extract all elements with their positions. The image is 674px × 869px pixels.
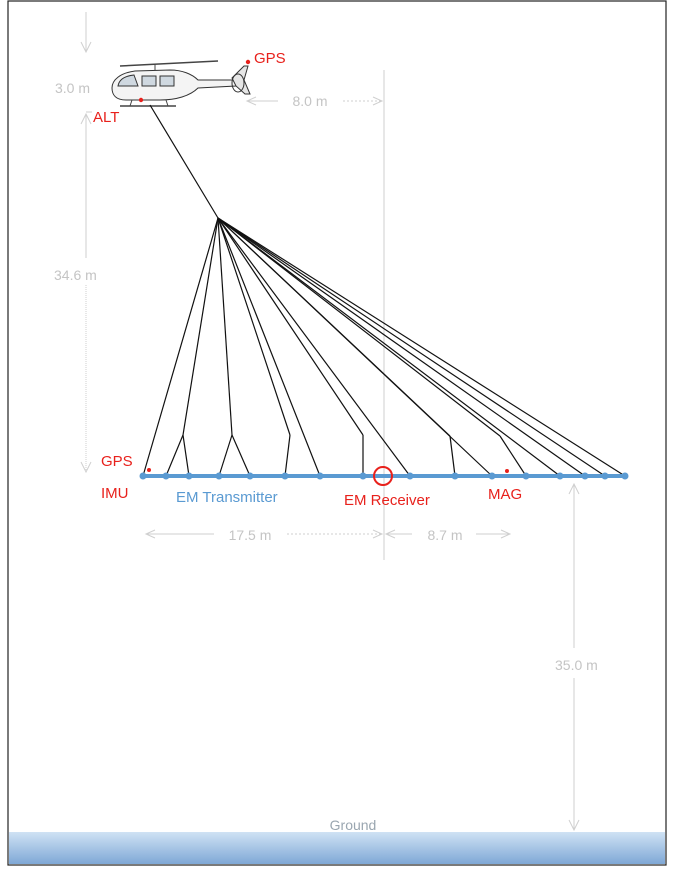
tow-cable <box>149 104 219 219</box>
antenna-height-label: 3.0 m <box>55 80 90 96</box>
ground-clearance-label: 35.0 m <box>555 657 598 673</box>
gps-receiver-offset-label: 8.0 m <box>292 93 327 109</box>
diagram-frame <box>7 0 667 866</box>
tow-length-dimension <box>80 112 92 474</box>
tow-length-label: 34.6 m <box>54 267 97 283</box>
gps-bottom-label: GPS <box>101 453 133 470</box>
gps-receiver-offset-dimension <box>245 96 384 106</box>
em-transmitter-label: EM Transmitter <box>176 489 278 506</box>
mag-dot <box>505 469 509 473</box>
helicopter-icon <box>111 60 251 107</box>
ground-clearance-dimension <box>568 482 580 832</box>
gps-top-dot <box>245 59 251 65</box>
suspension-cables <box>142 217 626 477</box>
ground-label: Ground <box>330 817 377 833</box>
em-receiver-marker <box>373 466 393 486</box>
transmitter-receiver-dimension <box>144 529 384 539</box>
mag-label: MAG <box>488 486 522 503</box>
top-arrow <box>80 12 92 54</box>
gps-bottom-dot <box>147 468 151 472</box>
imu-label: IMU <box>101 485 129 502</box>
receiver-end-label: 8.7 m <box>427 527 462 543</box>
alt-dot <box>138 97 144 103</box>
gps-top-label: GPS <box>254 50 286 67</box>
ground-strip <box>9 832 665 864</box>
alt-label: ALT <box>93 109 119 126</box>
transmitter-receiver-label: 17.5 m <box>229 527 272 543</box>
boom-nodes <box>139 472 629 480</box>
receiver-end-dimension <box>384 529 512 539</box>
em-receiver-label: EM Receiver <box>344 492 430 509</box>
